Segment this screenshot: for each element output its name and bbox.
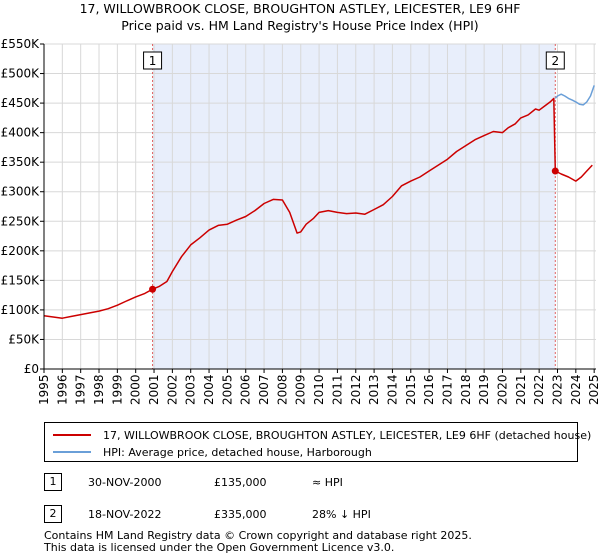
y-tick-label: £0: [24, 362, 39, 376]
legend-label-hpi: HPI: Average price, detached house, Harb…: [103, 445, 372, 459]
legend-swatch-property: [53, 434, 91, 436]
x-tick-label: 2013: [367, 374, 381, 405]
x-tick-label: 2014: [385, 374, 399, 405]
sale-point: [551, 167, 559, 175]
chart-legend: 17, WILLOWBROOK CLOSE, BROUGHTON ASTLEY,…: [44, 422, 591, 462]
sale-price: £135,000: [214, 476, 267, 489]
y-tick-label: £350K: [1, 155, 41, 169]
x-tick-label: 2023: [550, 374, 564, 405]
x-tick-label: 2022: [532, 374, 546, 405]
sale-number-badge: 2: [44, 505, 62, 523]
y-tick-label: £250K: [1, 214, 41, 228]
sale-hpi-comparison: 28% ↓ HPI: [312, 508, 371, 521]
x-tick-label: 2005: [220, 374, 234, 405]
sale-marker-box: [545, 51, 565, 70]
x-tick-label: 2021: [514, 374, 528, 405]
x-tick-label: 1996: [55, 374, 69, 405]
x-tick-label: 2009: [294, 374, 308, 405]
property-price-line: [43, 97, 593, 319]
price-chart: 1 2 £0 £50K £100K £150K £200K £250K £300K £350K £…: [1, 37, 600, 405]
y-tick-label: £400K: [1, 126, 41, 140]
x-tick-label: 2010: [312, 374, 326, 405]
sale-price: £335,000: [214, 508, 267, 521]
y-tick-label: £300K: [1, 185, 41, 199]
footer-attribution: Contains HM Land Registry data © Crown c…: [44, 530, 472, 554]
x-tick-label: 2007: [257, 374, 271, 405]
legend-item-property: 17, WILLOWBROOK CLOSE, BROUGHTON ASTLEY,…: [53, 427, 591, 443]
legend-label-property: 17, WILLOWBROOK CLOSE, BROUGHTON ASTLEY,…: [103, 428, 592, 442]
x-tick-label: 1998: [92, 374, 106, 405]
x-tick-label: 2025: [587, 374, 600, 405]
x-tick-label: 1995: [37, 374, 51, 405]
x-tick-label: 2008: [275, 374, 289, 405]
chart-subtitle: Price paid vs. HM Land Registry's House …: [121, 18, 479, 33]
y-tick-label: £100K: [1, 303, 41, 317]
shaded-period: [152, 44, 556, 369]
footer-line-2: This data is licensed under the Open Gov…: [44, 541, 395, 554]
x-tick-label: 2019: [477, 374, 491, 405]
y-tick-label: £150K: [1, 273, 41, 287]
sale-marker-label: 1: [149, 54, 157, 68]
sale-date: 30-NOV-2000: [88, 476, 162, 489]
x-tick-label: 2017: [440, 374, 454, 405]
chart-title: 17, WILLOWBROOK CLOSE, BROUGHTON ASTLEY,…: [0, 0, 600, 34]
y-tick-label: £450K: [1, 96, 41, 110]
x-tick-label: 2002: [165, 374, 179, 405]
x-tick-label: 2015: [404, 374, 418, 405]
sale-date: 18-NOV-2022: [88, 508, 162, 521]
sale-number-badge: 1: [44, 473, 62, 491]
legend-item-hpi: HPI: Average price, detached house, Harb…: [53, 444, 372, 460]
x-tick-label: 1999: [110, 374, 124, 405]
sale-hpi-comparison: ≈ HPI: [312, 476, 343, 489]
sale-marker-label: 2: [551, 54, 559, 68]
chart-title-line1: 17, WILLOWBROOK CLOSE, BROUGHTON ASTLEY,…: [79, 1, 521, 16]
x-tick-label: 2006: [239, 374, 253, 405]
x-tick-label: 2024: [569, 374, 583, 405]
footer-line-1: Contains HM Land Registry data © Crown c…: [44, 529, 472, 542]
x-tick-label: 2011: [330, 374, 344, 405]
legend-swatch-hpi: [53, 451, 91, 453]
y-tick-label: £550K: [1, 37, 41, 51]
x-tick-label: 2004: [202, 374, 216, 405]
x-tick-label: 2020: [495, 374, 509, 405]
sale-marker-box: [143, 51, 163, 70]
y-tick-label: £500K: [1, 67, 41, 81]
x-tick-label: 2012: [349, 374, 363, 405]
x-tick-label: 2016: [422, 374, 436, 405]
x-tick-label: 1997: [74, 374, 88, 405]
y-tick-label: £200K: [1, 244, 41, 258]
x-tick-label: 2003: [184, 374, 198, 405]
hpi-line: [554, 85, 595, 106]
x-tick-label: 2000: [129, 374, 143, 405]
x-tick-label: 2001: [147, 374, 161, 405]
sale-point: [149, 285, 157, 293]
y-tick-label: £50K: [8, 332, 40, 346]
x-tick-label: 2018: [459, 374, 473, 405]
